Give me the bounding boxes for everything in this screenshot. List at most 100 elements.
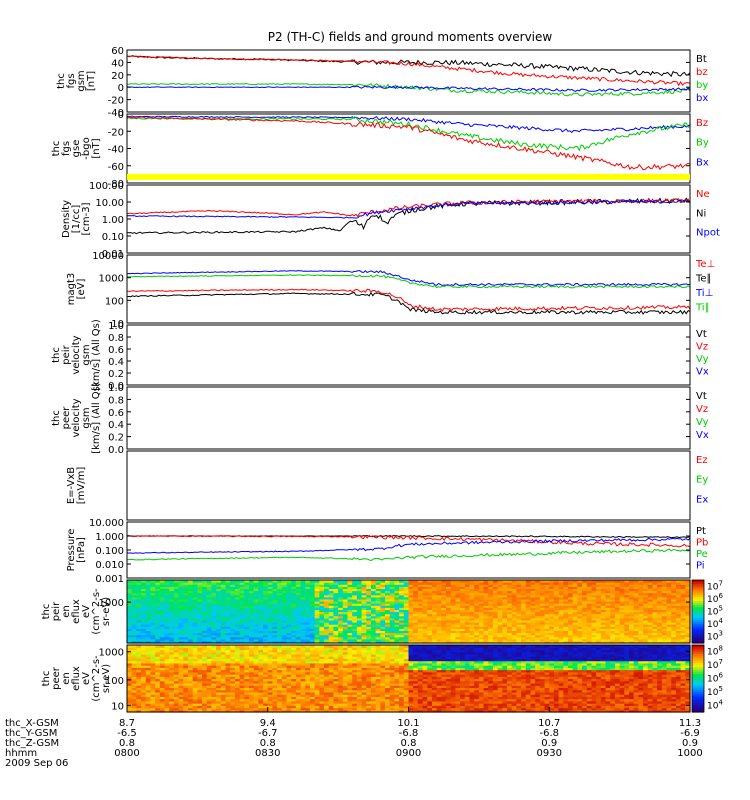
spectrogram-cell	[511, 590, 518, 594]
spectrogram-cell	[657, 640, 663, 644]
spectrogram-cell	[502, 588, 508, 592]
spectrogram-cell	[666, 582, 672, 585]
spectrogram-cell	[272, 689, 278, 693]
spectrogram-cell	[263, 611, 269, 615]
spectrogram-cell	[347, 580, 353, 583]
spectrogram-cell	[356, 596, 363, 600]
spectrogram-cell	[141, 703, 147, 706]
spectrogram-cell	[258, 628, 264, 631]
spectrogram-cell	[652, 582, 658, 585]
spectrogram-cell	[361, 626, 367, 629]
spectrogram-cell	[136, 619, 142, 623]
spectrogram-cell	[169, 598, 175, 602]
spectrogram-cell	[305, 609, 311, 613]
spectrogram-cell	[417, 596, 424, 600]
spectrogram-cell	[281, 601, 288, 604]
spectrogram-cell	[267, 698, 274, 702]
spectrogram-cell	[136, 682, 142, 686]
spectrogram-cell	[263, 676, 269, 680]
spectrogram-cell	[497, 592, 503, 596]
spectrogram-cell	[272, 674, 278, 677]
spectrogram-cell	[169, 674, 175, 677]
spectrogram-cell	[399, 615, 405, 619]
spectrogram-cell	[469, 636, 475, 640]
spectrogram-cell	[187, 669, 194, 673]
spectrogram-cell	[530, 596, 536, 600]
spectrogram-cell	[647, 594, 654, 598]
spectrogram-cell	[558, 634, 564, 638]
spectrogram-cell	[624, 638, 630, 642]
spectrogram-cell	[230, 645, 236, 648]
spectrogram-cell	[441, 615, 447, 619]
spectrogram-cell	[553, 638, 560, 642]
spectrogram-cell	[591, 636, 597, 640]
spectrogram-cell	[535, 630, 541, 634]
spectrogram-cell	[530, 588, 536, 592]
spectrogram-cell	[263, 592, 269, 596]
spectrogram-cell	[248, 632, 255, 636]
spectrogram-cell	[234, 707, 241, 711]
spectrogram-cell	[206, 626, 213, 629]
spectrogram-cell	[324, 615, 330, 619]
spectrogram-cell	[253, 594, 259, 598]
spectrogram-cell	[539, 615, 546, 619]
spectrogram-cell	[258, 632, 264, 636]
spectrogram-cell	[333, 613, 339, 617]
spectrogram-cell	[596, 590, 602, 594]
spectrogram-cell	[352, 632, 358, 636]
spectrogram-cell	[211, 682, 217, 686]
spectrogram-cell	[685, 626, 691, 629]
spectrogram-cell	[150, 594, 156, 598]
spectrogram-cell	[272, 649, 278, 653]
spectrogram-cell	[516, 607, 522, 610]
spectrogram-cell	[497, 613, 503, 617]
spectrogram-cell	[647, 624, 654, 627]
spectrogram-cell	[535, 615, 541, 619]
spectrogram-cell	[309, 638, 316, 642]
y-tick-label: 0.0	[108, 381, 124, 392]
spectrogram-cell	[666, 626, 672, 629]
spectrogram-cell	[216, 660, 222, 664]
spectrogram-cell	[127, 694, 133, 697]
spectrogram-cell	[300, 580, 306, 583]
spectrogram-cell	[239, 705, 245, 709]
spectrogram-cell	[211, 651, 217, 655]
spectrogram-cell	[234, 594, 241, 598]
spectrogram-cell	[159, 645, 166, 648]
spectrogram-cell	[474, 636, 480, 640]
spectrogram-cell	[596, 626, 602, 629]
spectrogram-cell	[488, 615, 494, 619]
spectrogram-cell	[178, 660, 184, 664]
spectrogram-cell	[192, 630, 198, 634]
spectrogram-cell	[281, 682, 288, 686]
spectrogram-cell	[511, 594, 518, 598]
spectrogram-cell	[263, 703, 269, 706]
spectrogram-cell	[370, 609, 377, 613]
spectrogram-cell	[244, 636, 250, 640]
spectrogram-cell	[338, 580, 344, 583]
spectrogram-cell	[563, 609, 569, 613]
spectrogram-cell	[652, 584, 658, 587]
spectrogram-cell	[535, 607, 541, 610]
spectrogram-cell	[370, 580, 377, 583]
spectrogram-cell	[202, 596, 208, 600]
spectrogram-cell	[586, 636, 593, 640]
spectrogram-cell	[450, 619, 457, 623]
spectrogram-cell	[206, 586, 213, 589]
spectrogram-cell	[173, 582, 180, 585]
spectrogram-cell	[455, 590, 461, 594]
spectrogram-cell	[305, 622, 311, 625]
spectrogram-cell	[596, 634, 602, 638]
spectrogram-cell	[399, 626, 405, 629]
spectrogram-cell	[342, 624, 349, 627]
spectrogram-cell	[324, 628, 330, 631]
spectrogram-cell	[183, 582, 189, 585]
spectrogram-cell	[173, 607, 180, 610]
spectrogram-cell	[553, 615, 560, 619]
spectrogram-cell	[572, 638, 578, 642]
spectrogram-cell	[385, 624, 391, 627]
spectrogram-cell	[544, 611, 550, 615]
spectrogram-cell	[136, 605, 142, 608]
panel-frame	[126, 521, 691, 579]
spectrogram-cell	[614, 615, 621, 619]
